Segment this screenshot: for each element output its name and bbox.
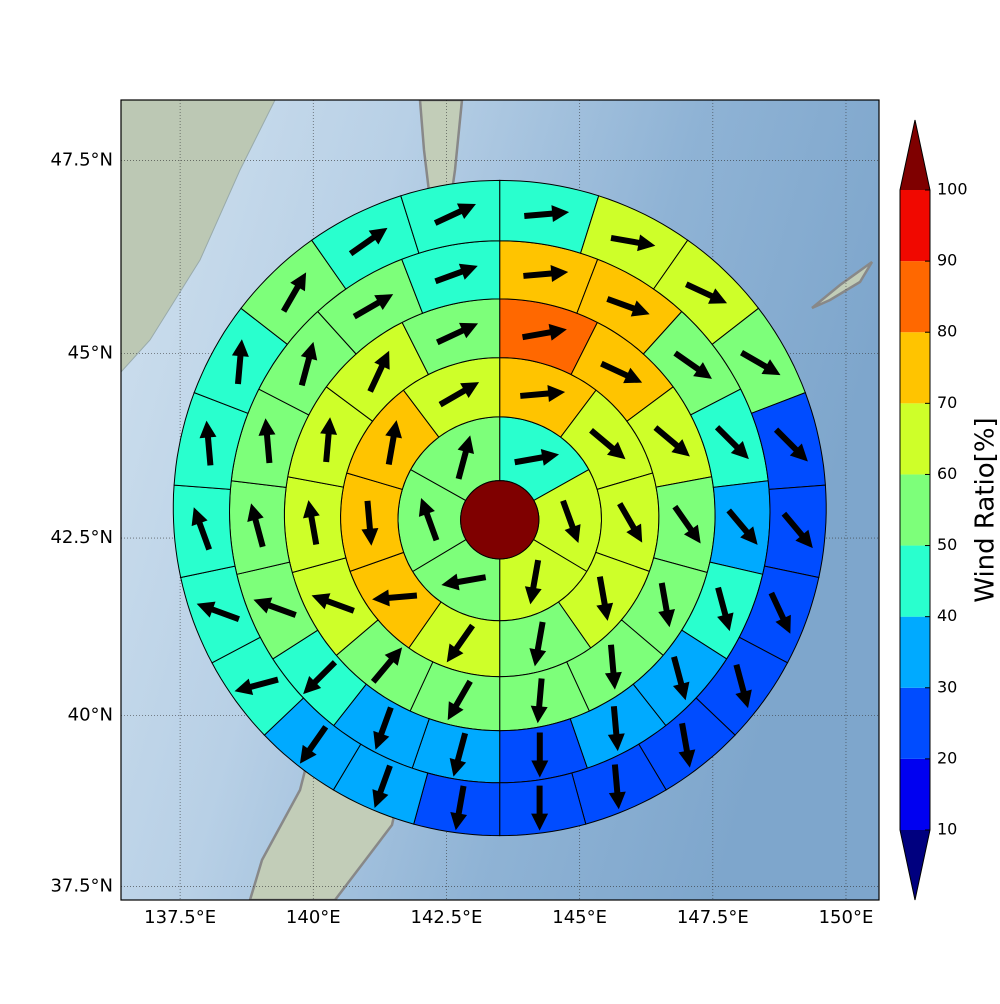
y-tick-label: 42.5°N [50,527,113,548]
colorbar-under [900,830,930,900]
colorbar-tick-label: 10 [937,820,957,839]
colorbar-tick-label: 60 [937,464,957,483]
colorbar-segment [900,190,930,261]
colorbar-tick-label: 40 [937,606,957,625]
y-tick-label: 37.5°N [50,876,113,897]
colorbar-segment [900,759,930,830]
colorbar-tick-label: 100 [937,180,968,199]
colorbar-label: Wind Ratio[%] [971,417,1000,602]
colorbar-tick-label: 90 [937,251,957,270]
x-tick-label: 150°E [819,907,874,928]
colorbar-segment [900,332,930,403]
y-tick-label: 40°N [68,705,113,726]
colorbar-over [900,120,930,190]
colorbar-tick-label: 30 [937,677,957,696]
colorbar-segment [900,688,930,759]
colorbar-segment [900,403,930,474]
cells [173,180,826,835]
colorbar: 10 20 30 40 50 60 70 80 90 100 [900,120,968,900]
ring-cell [500,773,586,836]
x-tick-label: 140°E [286,907,341,928]
colorbar-segment [900,474,930,545]
colorbar-tick-label: 20 [937,748,957,767]
center-disc [461,481,539,559]
y-tick-label: 47.5°N [50,149,113,170]
colorbar-tick-label: 50 [937,535,957,554]
x-tick-label: 147.5°E [677,907,749,928]
x-tick-label: 137.5°E [144,907,216,928]
colorbar-tick-label: 70 [937,393,957,412]
x-tick-label: 142.5°E [411,907,483,928]
colorbar-segment [900,617,930,688]
colorbar-tick-label: 80 [937,322,957,341]
colorbar-segment [900,261,930,332]
x-tick-label: 145°E [552,907,607,928]
colorbar-segment [900,546,930,617]
y-tick-label: 45°N [68,342,113,363]
